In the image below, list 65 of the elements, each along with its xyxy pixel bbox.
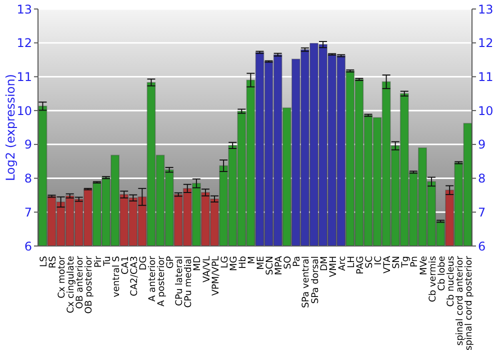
x-tick-label: MG — [228, 256, 240, 272]
x-tick-label: RS — [48, 256, 59, 268]
x-tick-label: ME — [256, 256, 267, 270]
y2-tick-label: 6 — [478, 239, 486, 254]
y-tick-label: 9 — [24, 138, 32, 152]
x-tick-label: CPu medial — [183, 256, 194, 308]
y2-tick-label: 12 — [478, 36, 494, 50]
x-tick-label: LH — [346, 256, 357, 268]
x-tick-label: MD — [192, 256, 204, 272]
y-tick-label: 12 — [16, 36, 32, 50]
y2-tick-label: 10 — [478, 104, 494, 118]
x-tick-label: OB anterior — [74, 256, 86, 309]
x-tick-label: MVe — [418, 256, 430, 276]
x-tick-label: CA1 — [120, 256, 131, 275]
x-tick-label: LG — [219, 256, 230, 268]
x-tick-label: SPa ventral — [300, 256, 312, 308]
x-tick-label: MPA — [274, 255, 285, 276]
y-axis-title: Log2 (expression) — [3, 74, 18, 181]
x-tick-label: GP — [165, 256, 176, 269]
x-tick-label: Cb nucleus — [445, 256, 456, 307]
x-tick-label: VMH — [328, 256, 339, 278]
y2-tick-label: 9 — [478, 138, 486, 152]
x-tick-label: Cx cingulate — [66, 256, 77, 314]
y2-tick-label: 8 — [478, 172, 486, 186]
x-tick-label: PAG — [354, 256, 366, 274]
x-tick-label: M — [246, 256, 258, 264]
x-tick-label: CA2/CA3 — [128, 256, 140, 296]
y-tick-label: 8 — [24, 172, 32, 186]
x-tick-label: Pn — [409, 256, 420, 268]
x-tick-label: VA/VL — [201, 255, 212, 282]
x-tick-label: ventral S — [110, 256, 122, 298]
x-tick-label: IC — [373, 256, 384, 266]
x-tick-label: VPM/VPL — [210, 255, 222, 296]
x-tick-label: Pa — [292, 256, 303, 267]
y-tick-label: 10 — [16, 104, 32, 118]
x-tick-label: SPa dorsal — [310, 256, 321, 304]
x-tick-label: spinal cord anterior — [454, 256, 466, 346]
x-tick-label: LS — [38, 256, 50, 267]
x-tick-label: Tg — [400, 256, 412, 268]
x-tick-label: spinal cord posterior — [463, 256, 474, 350]
x-tick-label: SO — [282, 256, 294, 270]
x-tick-label: Cb lobe — [436, 256, 448, 291]
x-tick-label: Pir — [92, 256, 104, 268]
x-tick-label: SC — [364, 256, 376, 268]
x-tick-label: DG — [138, 256, 149, 270]
y2-tick-label: 13 — [478, 2, 494, 16]
y-tick-label: 13 — [16, 2, 32, 16]
y-tick-label: 11 — [16, 70, 32, 84]
x-tick-label: Hb — [237, 256, 248, 269]
x-tick-label: Arc — [336, 256, 348, 271]
y-tick-label: 7 — [24, 205, 32, 220]
x-tick-label: Tu — [102, 256, 113, 268]
y-tick-label: 6 — [24, 239, 32, 254]
y2-tick-label: 11 — [478, 70, 494, 84]
x-tick-label: SN — [391, 256, 402, 269]
x-tick-label: Cb vermis — [427, 256, 438, 302]
x-tick-label: Cx motor — [56, 256, 68, 298]
x-tick-label: A anterior — [147, 256, 158, 302]
x-tick-label: VTA — [382, 255, 394, 274]
x-tick-label: SCN — [264, 256, 276, 276]
x-tick-label: A posterior — [156, 256, 168, 306]
x-tick-label: OB posterior — [84, 256, 95, 314]
x-tick-label: CPu lateral — [174, 256, 186, 306]
x-tick-label: DM — [318, 256, 330, 272]
y2-tick-label: 7 — [478, 205, 486, 220]
